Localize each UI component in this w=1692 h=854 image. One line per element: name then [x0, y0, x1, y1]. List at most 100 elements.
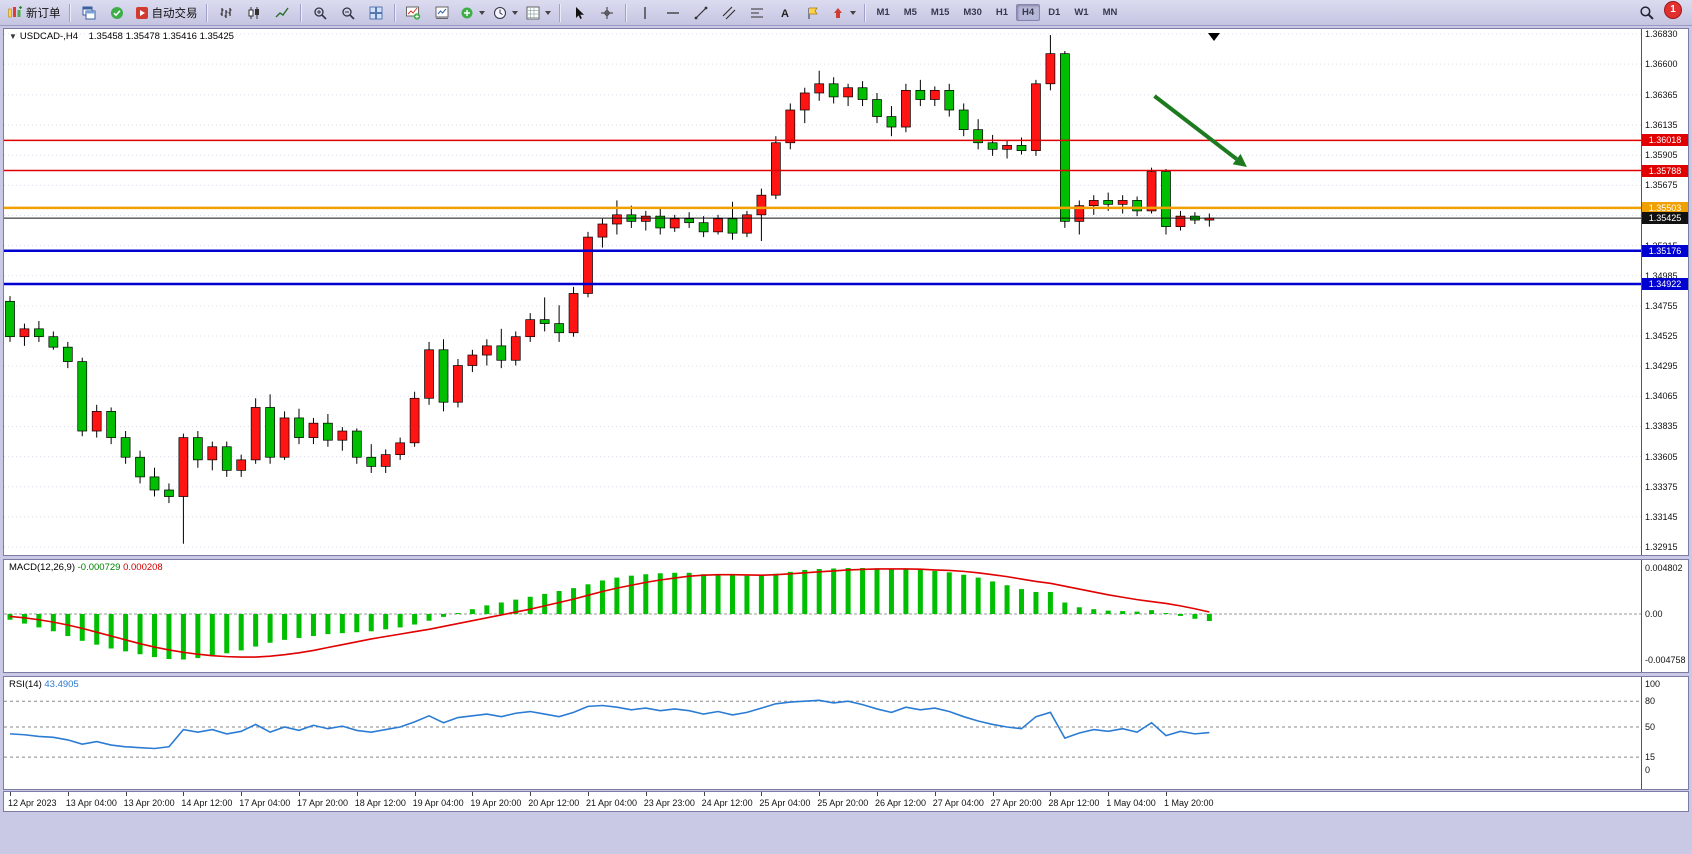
- zoom-out-button[interactable]: [334, 2, 362, 24]
- candle-body: [886, 116, 897, 128]
- candle-body: [164, 489, 174, 497]
- timeframe-button-H4[interactable]: H4: [1016, 4, 1041, 21]
- candle-body: [482, 345, 492, 356]
- indicators-button[interactable]: [400, 2, 428, 24]
- time-periods-button[interactable]: [489, 2, 522, 24]
- rsi-plot[interactable]: [4, 677, 1642, 789]
- candle-body: [395, 442, 405, 455]
- vertical-line-button[interactable]: [631, 2, 659, 24]
- candle-body: [583, 236, 593, 294]
- time-tick: [241, 792, 243, 796]
- zoom-in-button[interactable]: [306, 2, 334, 24]
- price-axis-label: 1.35675: [1645, 180, 1678, 191]
- candle-body: [106, 411, 117, 438]
- candlestick-chart-button[interactable]: [240, 2, 268, 24]
- candle-body: [799, 92, 810, 111]
- text-label-button[interactable]: [799, 2, 827, 24]
- macd-histogram-bar: [267, 614, 273, 643]
- auto-trading-button[interactable]: 自动交易: [131, 2, 202, 24]
- templates-icon: [526, 6, 539, 19]
- macd-histogram-bar: [137, 614, 143, 655]
- crosshair-button[interactable]: [593, 2, 621, 24]
- timeframe-button-M5[interactable]: M5: [903, 7, 917, 18]
- templates-button[interactable]: [522, 2, 555, 24]
- timeframe-button-W1[interactable]: W1: [1074, 7, 1089, 18]
- macd-histogram-bar: [744, 575, 750, 614]
- text-icon: A: [781, 8, 789, 20]
- candle-body: [351, 430, 362, 458]
- time-axis[interactable]: 12 Apr 2023 13 Apr 04:00 13 Apr 20:00 14 Ap…: [3, 791, 1689, 812]
- chart-menu-caret[interactable]: ▼: [9, 32, 17, 41]
- macd-histogram-bar: [426, 614, 432, 621]
- price-axis-label: 1.33145: [1645, 511, 1678, 522]
- macd-histogram-bar: [209, 614, 215, 657]
- time-tick: [1050, 792, 1052, 796]
- search-icon: [1639, 6, 1654, 20]
- market-watch-button[interactable]: [103, 2, 131, 24]
- candle-body: [380, 454, 391, 467]
- time-axis-label: 1 May 04:00: [1106, 798, 1156, 808]
- macd-histogram-bar: [802, 569, 808, 614]
- text-button[interactable]: A: [771, 2, 799, 24]
- candle-body: [915, 89, 926, 100]
- macd-histogram-bar: [108, 614, 114, 649]
- rsi-label: RSI(14) 43.4905: [9, 679, 79, 690]
- macd-histogram-bar: [628, 575, 634, 614]
- macd-plot[interactable]: [4, 560, 1642, 672]
- add-indicator-button[interactable]: [456, 2, 489, 24]
- notification-badge[interactable]: 1: [1664, 0, 1682, 19]
- toolbar: 新订单 自动交易: [0, 0, 1692, 26]
- annotation-arrow-line[interactable]: [1153, 94, 1238, 161]
- rsi-axis-label: 0: [1645, 765, 1651, 775]
- new-chart-button[interactable]: [428, 2, 456, 24]
- candle-body: [424, 349, 434, 399]
- timeframe-button-M15[interactable]: M15: [930, 7, 950, 18]
- time-axis-label: 18 Apr 12:00: [354, 798, 406, 808]
- macd-histogram-bar: [368, 614, 374, 632]
- candle-body: [337, 430, 348, 441]
- macd-histogram-bar: [542, 593, 548, 614]
- time-tick: [703, 792, 705, 796]
- price-axis[interactable]: 1.36830 1.36600 1.36365 1.36135 1.35905 1.356…: [1641, 29, 1688, 555]
- macd-histogram-bar: [1033, 591, 1039, 614]
- annotation-arrow-head[interactable]: [1232, 153, 1247, 167]
- main-chart-plot[interactable]: [4, 29, 1642, 555]
- charts-cascade-button[interactable]: [75, 2, 103, 24]
- line-chart-button[interactable]: [268, 2, 296, 24]
- time-tick: [1166, 792, 1167, 796]
- time-axis-label: 19 Apr 04:00: [412, 798, 464, 808]
- arrows-button[interactable]: [827, 2, 860, 24]
- main-chart-panel: 1.36830 1.36600 1.36365 1.36135 1.35905 1.356…: [3, 28, 1689, 556]
- channel-button[interactable]: [715, 2, 743, 24]
- macd-histogram-bar: [657, 573, 663, 614]
- new-order-button[interactable]: 新订单: [4, 2, 65, 24]
- candle-body: [279, 417, 290, 458]
- cursor-button[interactable]: [565, 2, 593, 24]
- timeframe-button-D1[interactable]: D1: [1048, 7, 1061, 18]
- candle-body: [669, 218, 680, 229]
- timeframe-button-M30[interactable]: M30: [963, 7, 982, 18]
- chevron-down-icon: [478, 10, 485, 15]
- time-tick: [472, 792, 474, 796]
- macd-histogram-bar: [36, 614, 42, 628]
- chevron-down-icon: [849, 10, 856, 15]
- timeframe-button-MN[interactable]: MN: [1102, 7, 1118, 18]
- candle-body: [539, 319, 550, 324]
- time-axis-label: 23 Apr 23:00: [643, 798, 695, 808]
- candle-body: [207, 446, 218, 461]
- macd-histogram-bar: [325, 614, 331, 635]
- horizontal-line-button[interactable]: [659, 2, 687, 24]
- macd-histogram-bar: [79, 614, 85, 641]
- candle-body: [987, 142, 998, 150]
- search-button[interactable]: [1632, 2, 1660, 24]
- bar-chart-button[interactable]: [212, 2, 240, 24]
- candle-body: [294, 417, 304, 438]
- candle-body: [91, 411, 102, 432]
- timeframe-button-H1[interactable]: H1: [995, 7, 1009, 18]
- timeframe-button-M1[interactable]: M1: [876, 7, 890, 18]
- chart-shift-marker[interactable]: [1208, 33, 1220, 41]
- tile-windows-button[interactable]: [362, 2, 390, 24]
- candle-body: [453, 365, 463, 403]
- fibonacci-button[interactable]: [743, 2, 771, 24]
- trendline-button[interactable]: [687, 2, 715, 24]
